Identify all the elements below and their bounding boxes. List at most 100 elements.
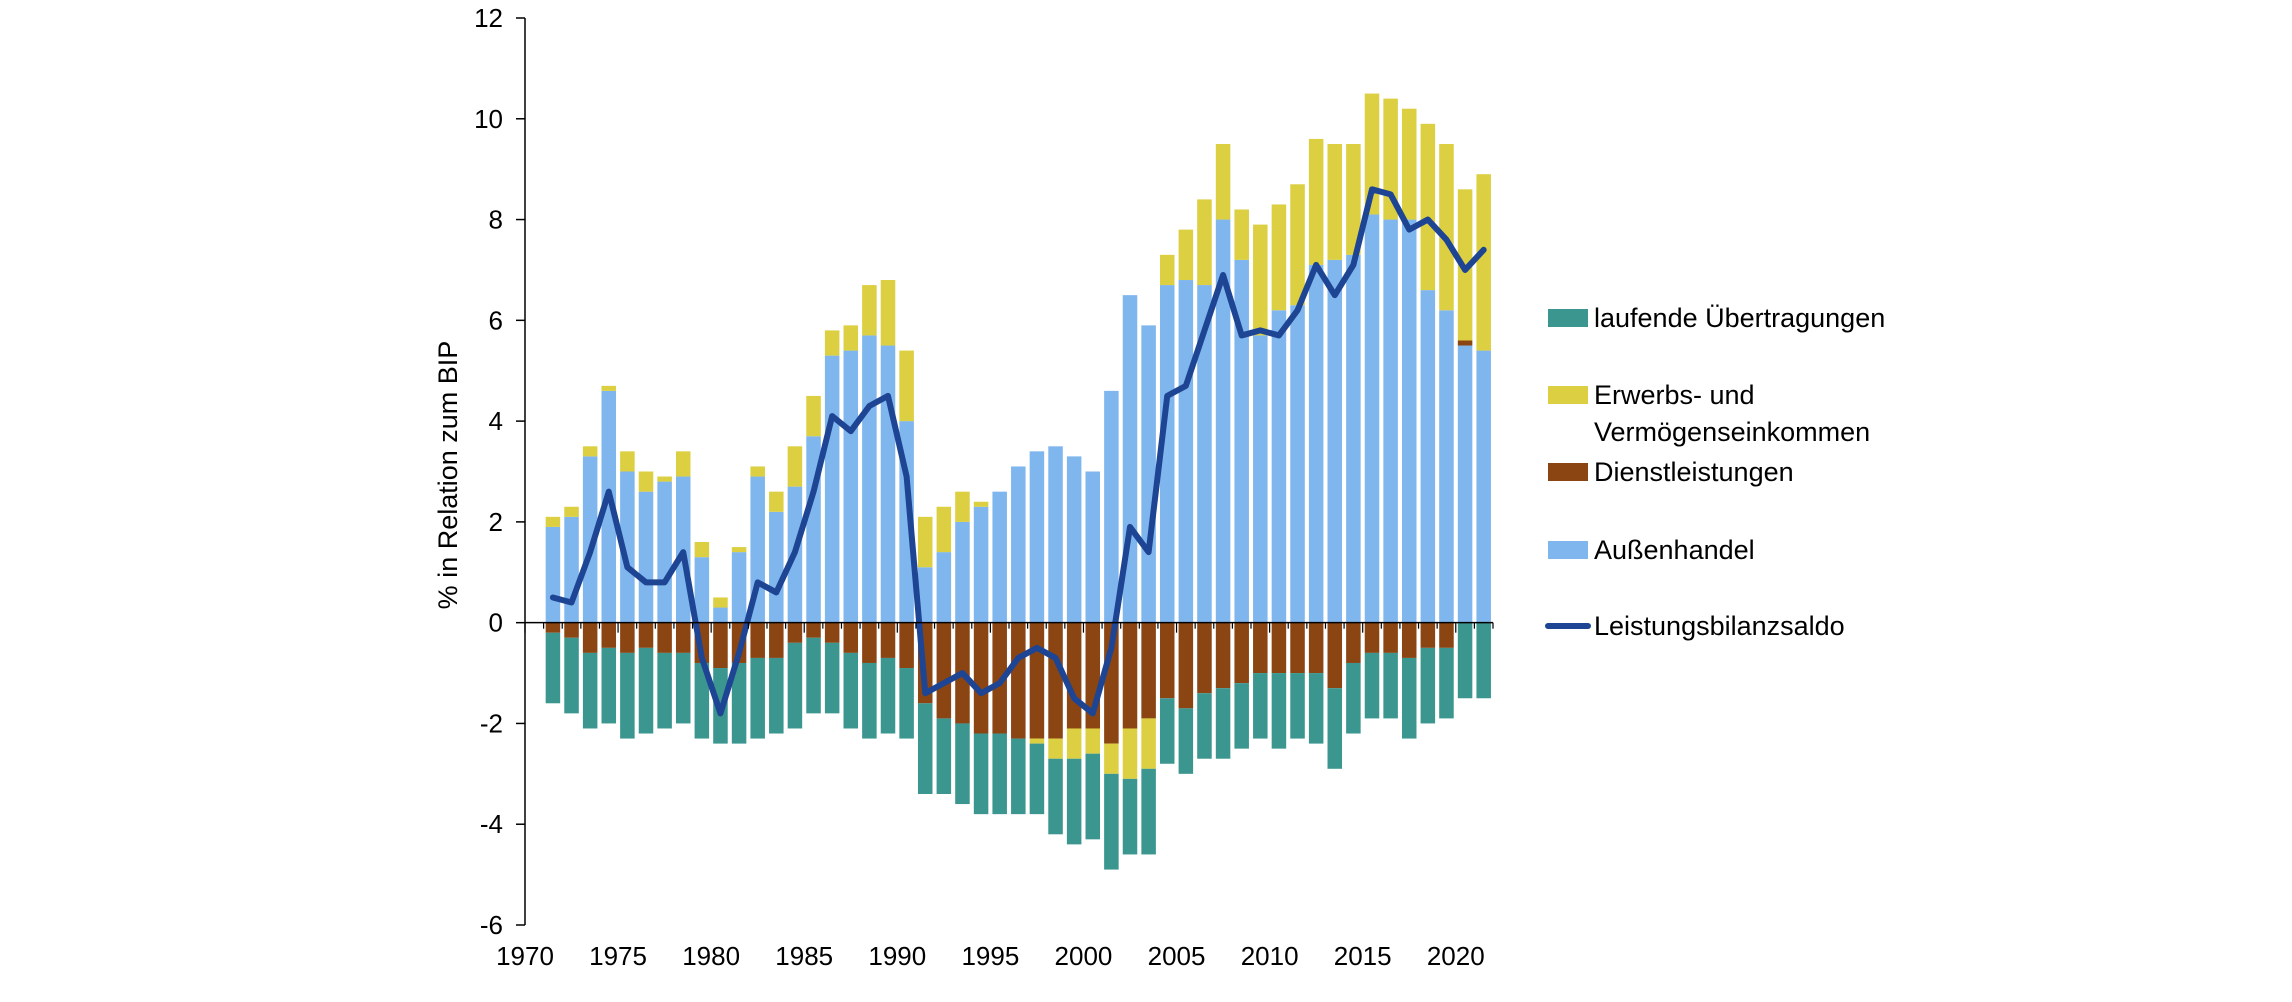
y-axis-title: % in Relation zum BIP <box>433 341 463 610</box>
bar-dienstleistungen-1973 <box>582 622 598 653</box>
bar-aussenhandel-1993 <box>955 521 970 623</box>
bar-aussenhandel-2021 <box>1476 350 1491 623</box>
legend-label: Dienstleistungen <box>1594 457 1794 487</box>
bar-erwerbs-und-vermoegenseinkommen-1991 <box>917 516 933 568</box>
bar-dienstleistungen-1986 <box>824 622 840 643</box>
bar-aussenhandel-2010 <box>1271 310 1287 623</box>
x-tick-label: 1970 <box>496 941 554 971</box>
bar-erwerbs-und-vermoegenseinkommen-2001 <box>1104 743 1119 774</box>
bar-laufende-uebertragungen-1986 <box>824 642 840 714</box>
bar-laufende-uebertragungen-2000 <box>1085 753 1101 840</box>
bar-erwerbs-und-vermoegenseinkommen-1989 <box>880 280 896 346</box>
bar-aussenhandel-2014 <box>1346 254 1361 623</box>
y-tick-label: 6 <box>489 305 503 335</box>
bar-laufende-uebertragungen-1999 <box>1066 758 1082 845</box>
bar-erwerbs-und-vermoegenseinkommen-2019 <box>1439 143 1454 311</box>
bar-laufende-uebertragungen-1978 <box>675 652 691 724</box>
legend-item-erwerbs-und-vermoegenseinkommen: Erwerbs- und Vermögenseinkommen <box>1548 380 1870 447</box>
bar-dienstleistungen-2020 <box>1457 340 1473 346</box>
bar-aussenhandel-1973 <box>582 456 598 623</box>
bar-aussenhandel-1997 <box>1029 451 1045 623</box>
bar-dienstleistungen-1976 <box>638 622 654 648</box>
bar-dienstleistungen-1982 <box>750 622 765 658</box>
y-tick-label: 12 <box>474 3 503 33</box>
bar-erwerbs-und-vermoegenseinkommen-2007 <box>1215 143 1231 220</box>
bar-erwerbs-und-vermoegenseinkommen-2021 <box>1476 174 1491 351</box>
bar-dienstleistungen-1972 <box>564 622 579 638</box>
bar-erwerbs-und-vermoegenseinkommen-2013 <box>1327 143 1343 260</box>
bar-erwerbs-und-vermoegenseinkommen-1982 <box>750 466 765 477</box>
legend-item-laufende-uebertragungen: laufende Übertragungen <box>1548 303 1885 333</box>
bar-laufende-uebertragungen-2016 <box>1383 652 1398 719</box>
bar-aussenhandel-1976 <box>638 491 654 623</box>
bar-erwerbs-und-vermoegenseinkommen-1975 <box>620 451 635 472</box>
bar-laufende-uebertragungen-1972 <box>564 637 579 714</box>
bar-erwerbs-und-vermoegenseinkommen-1981 <box>731 547 747 553</box>
bar-erwerbs-und-vermoegenseinkommen-2014 <box>1346 143 1361 255</box>
bar-dienstleistungen-1984 <box>787 622 803 643</box>
bar-aussenhandel-1992 <box>936 552 952 623</box>
legend-swatch <box>1548 541 1588 559</box>
bar-dienstleistungen-1977 <box>657 622 672 653</box>
bar-erwerbs-und-vermoegenseinkommen-1974 <box>601 385 617 391</box>
bar-dienstleistungen-1974 <box>601 622 617 648</box>
line-layer <box>549 186 1487 717</box>
bar-laufende-uebertragungen-2015 <box>1364 652 1380 719</box>
bar-laufende-uebertragungen-2003 <box>1141 768 1156 855</box>
bar-dienstleistungen-1997 <box>1029 622 1045 739</box>
bar-laufende-uebertragungen-2012 <box>1308 673 1324 744</box>
bar-laufende-uebertragungen-2013 <box>1327 688 1343 769</box>
bar-dienstleistungen-2007 <box>1215 622 1231 689</box>
bar-laufende-uebertragungen-2011 <box>1290 673 1305 739</box>
bar-laufende-uebertragungen-1995 <box>992 733 1007 815</box>
bar-aussenhandel-2007 <box>1215 219 1231 623</box>
bar-dienstleistungen-1989 <box>880 622 896 658</box>
bar-erwerbs-und-vermoegenseinkommen-2002 <box>1122 728 1138 779</box>
bar-aussenhandel-1995 <box>992 491 1007 623</box>
bar-aussenhandel-2003 <box>1141 325 1156 623</box>
bar-laufende-uebertragungen-2004 <box>1159 698 1175 764</box>
y-tick-label: -2 <box>480 708 503 738</box>
x-tick-label: 2020 <box>1427 941 1485 971</box>
bar-dienstleistungen-1999 <box>1066 622 1082 729</box>
bar-dienstleistungen-2002 <box>1122 622 1138 729</box>
x-tick-label: 1995 <box>961 941 1019 971</box>
y-tick-label: -6 <box>480 910 503 940</box>
bar-aussenhandel-1974 <box>601 390 617 623</box>
bar-aussenhandel-1986 <box>824 355 840 623</box>
bar-erwerbs-und-vermoegenseinkommen-1976 <box>638 471 654 492</box>
legend-label: Außenhandel <box>1594 535 1755 565</box>
bars-layer <box>545 93 1491 870</box>
bar-dienstleistungen-1988 <box>862 622 877 663</box>
bar-laufende-uebertragungen-1998 <box>1048 758 1063 835</box>
bar-aussenhandel-2000 <box>1085 471 1101 623</box>
bar-aussenhandel-2008 <box>1234 259 1249 623</box>
bar-erwerbs-und-vermoegenseinkommen-1983 <box>769 491 784 512</box>
bar-dienstleistungen-2003 <box>1141 622 1156 719</box>
bar-laufende-uebertragungen-1976 <box>638 647 654 734</box>
bar-aussenhandel-1983 <box>769 511 784 623</box>
x-tick-label: 2010 <box>1241 941 1299 971</box>
bar-dienstleistungen-2008 <box>1234 622 1249 684</box>
bar-aussenhandel-2005 <box>1178 280 1194 623</box>
bar-erwerbs-und-vermoegenseinkommen-2016 <box>1383 98 1398 220</box>
bar-dienstleistungen-2011 <box>1290 622 1305 674</box>
y-tick-label: 10 <box>474 104 503 134</box>
bar-dienstleistungen-1990 <box>899 622 914 669</box>
legend-swatch <box>1548 309 1588 327</box>
bar-erwerbs-und-vermoegenseinkommen-1990 <box>899 350 914 422</box>
bar-aussenhandel-2020 <box>1457 345 1473 623</box>
y-tick-label: 4 <box>489 406 503 436</box>
x-tick-label: 1980 <box>682 941 740 971</box>
bar-erwerbs-und-vermoegenseinkommen-1985 <box>806 395 821 437</box>
bar-aussenhandel-2018 <box>1420 290 1436 623</box>
x-tick-label: 2000 <box>1055 941 1113 971</box>
bar-laufende-uebertragungen-1994 <box>973 733 989 815</box>
bar-aussenhandel-2011 <box>1290 305 1305 623</box>
bar-dienstleistungen-2012 <box>1308 622 1324 674</box>
bar-aussenhandel-1996 <box>1011 466 1026 623</box>
bar-laufende-uebertragungen-2008 <box>1234 683 1249 749</box>
bar-aussenhandel-1998 <box>1048 446 1063 623</box>
bar-aussenhandel-2015 <box>1364 214 1380 623</box>
bar-aussenhandel-1989 <box>880 345 896 623</box>
